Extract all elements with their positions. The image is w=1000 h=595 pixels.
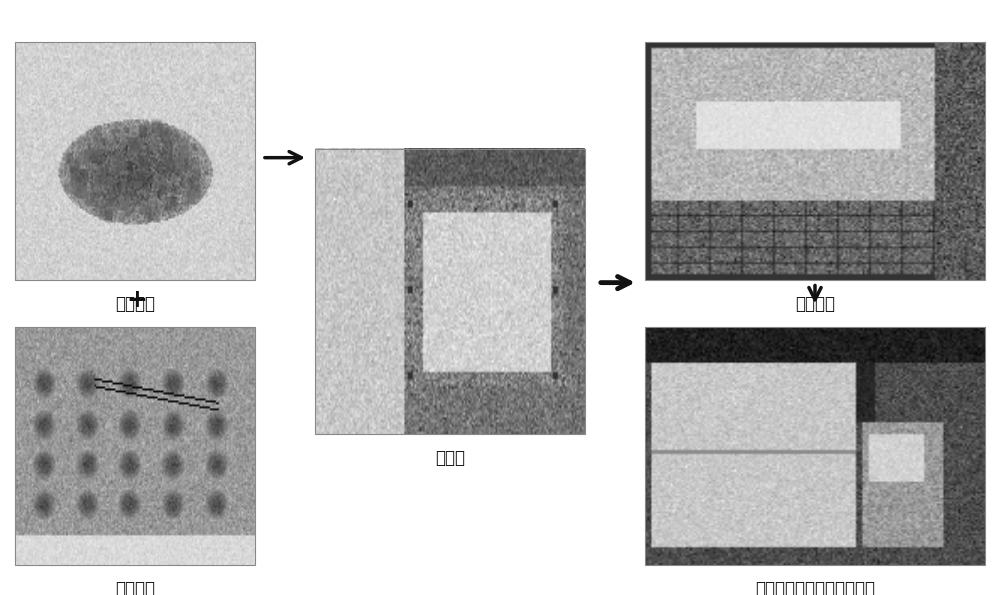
- Text: 铂金坩埚: 铂金坩埚: [115, 580, 155, 595]
- Bar: [315, 149, 585, 434]
- Text: 超声浸提: 超声浸提: [795, 295, 835, 312]
- Text: 黄芪粉末: 黄芪粉末: [115, 295, 155, 312]
- Text: 马弗炉: 马弗炉: [435, 449, 465, 467]
- Bar: [15, 327, 255, 565]
- Bar: [645, 327, 985, 565]
- Text: +: +: [127, 289, 147, 312]
- Text: 电感耦合等离子体发射光谱: 电感耦合等离子体发射光谱: [755, 580, 875, 595]
- Bar: [645, 42, 985, 280]
- Bar: [15, 42, 255, 280]
